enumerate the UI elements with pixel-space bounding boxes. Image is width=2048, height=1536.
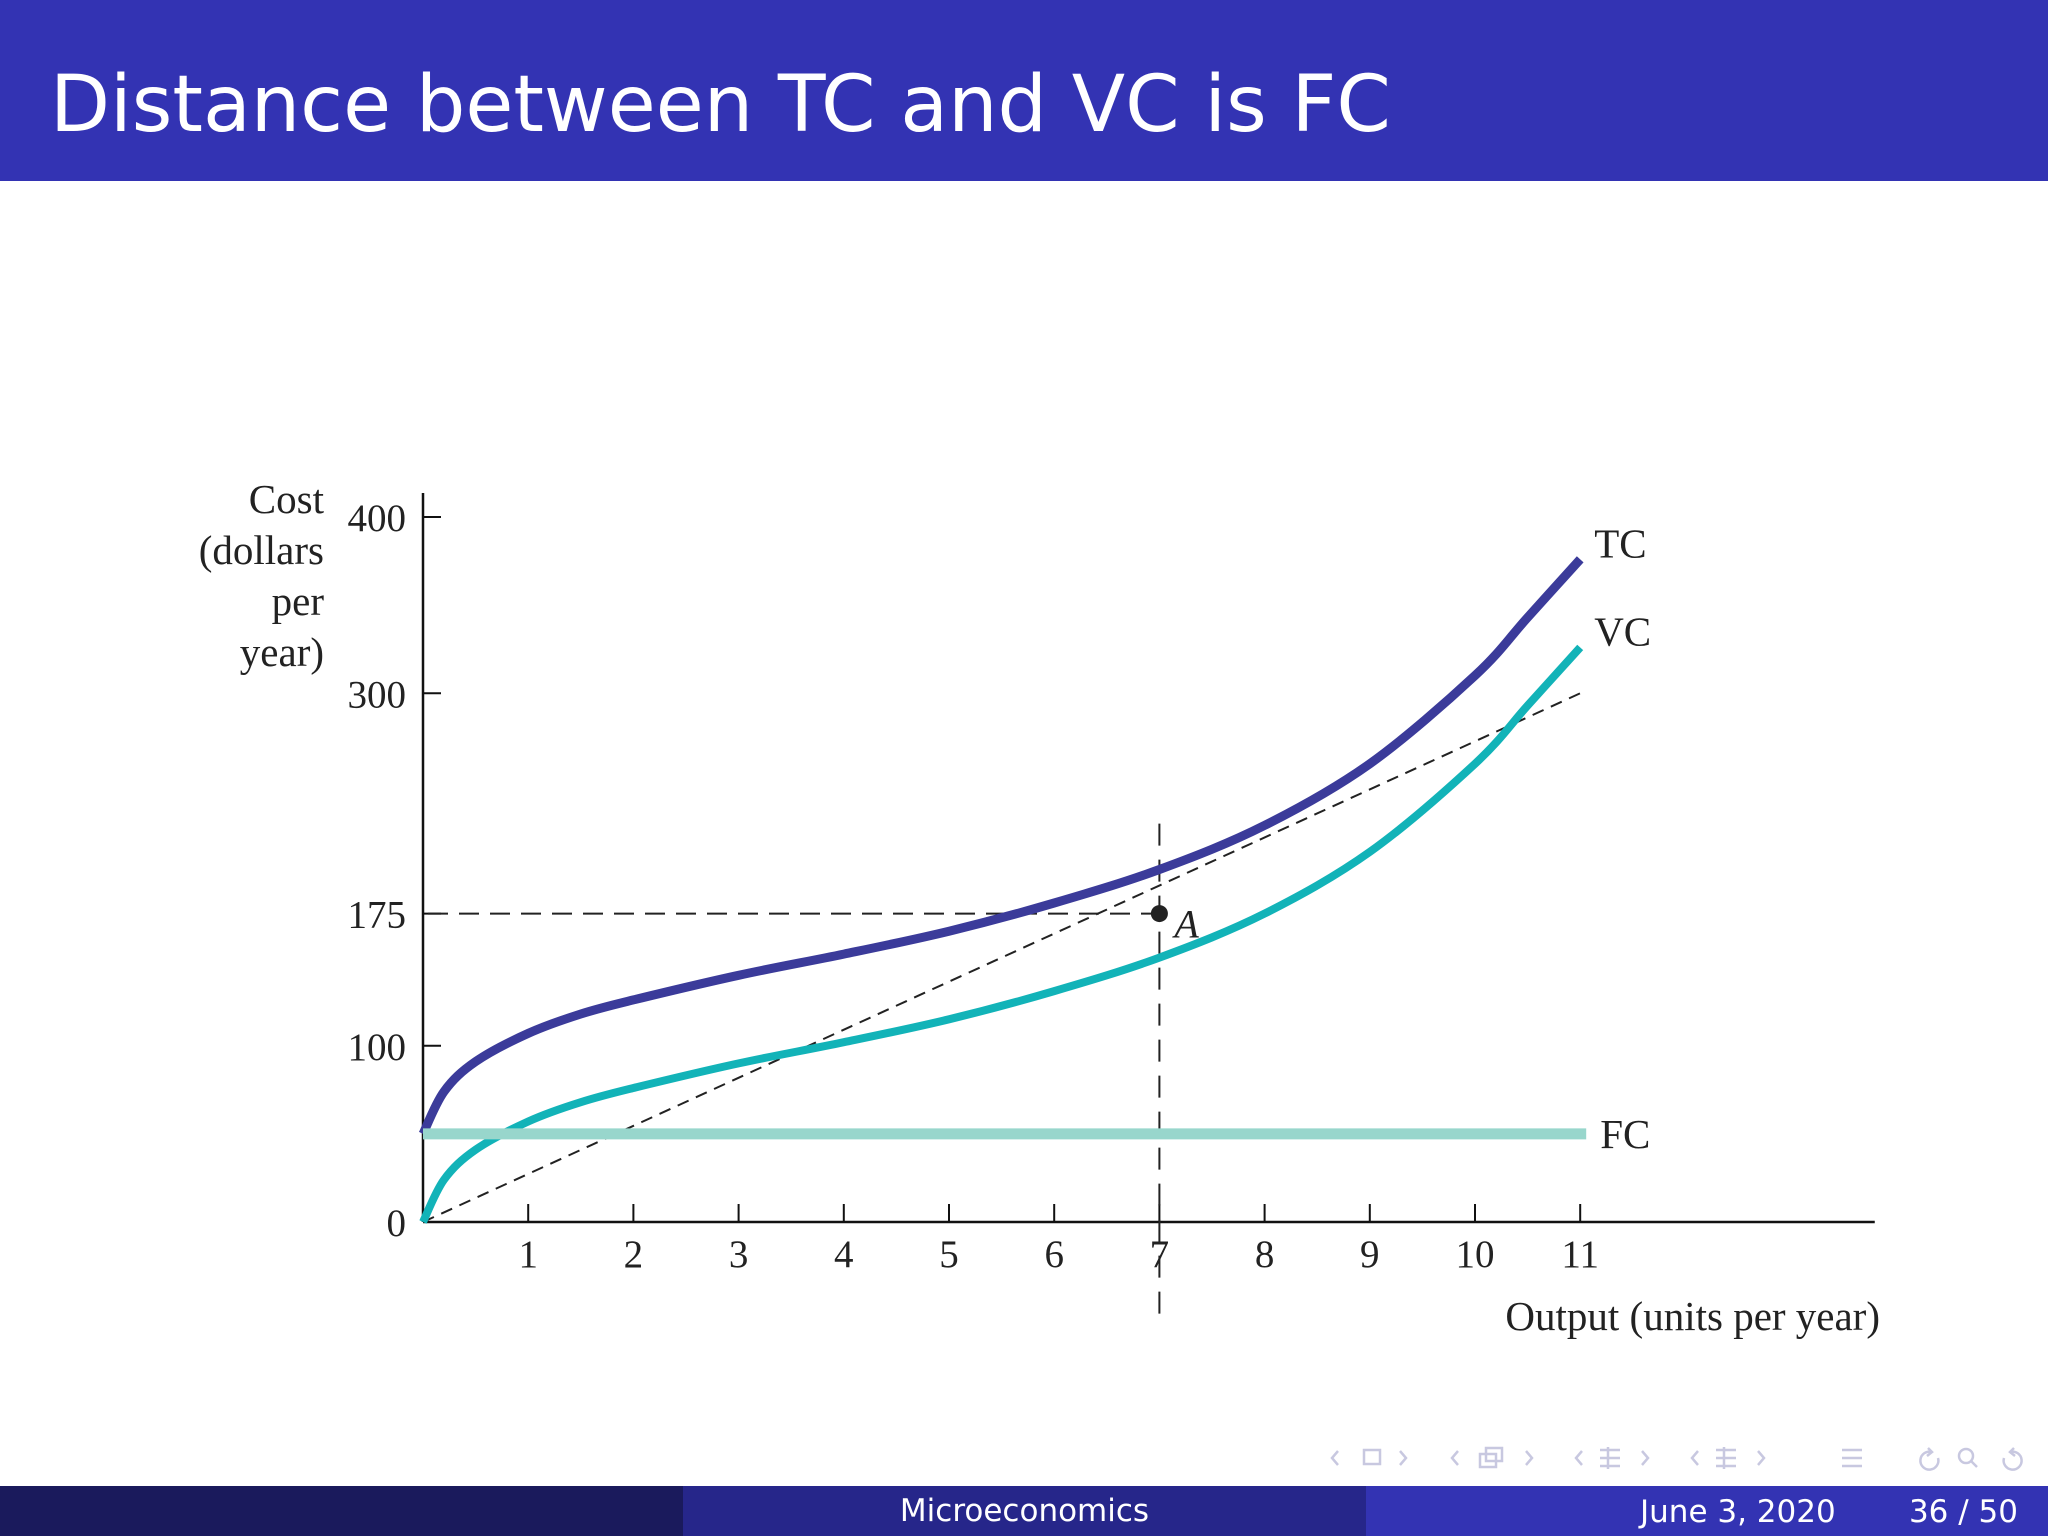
y-tick-label: 0 <box>387 1202 407 1245</box>
y-axis-label: year) <box>240 629 324 675</box>
footer-center-panel: Microeconomics <box>683 1486 1366 1536</box>
x-tick-label: 1 <box>518 1233 538 1276</box>
nav-section-icon[interactable] <box>1574 1447 1650 1469</box>
nav-document-icon[interactable] <box>1690 1447 1766 1469</box>
footer-page-number: 36 / 50 <box>1908 1494 2018 1530</box>
nav-search-icon[interactable] <box>1957 1447 1978 1468</box>
nav-back-icon[interactable] <box>1919 1447 1940 1471</box>
x-tick-label: 7 <box>1150 1233 1170 1276</box>
x-tick-label: 2 <box>624 1233 644 1276</box>
series-tc-line <box>418 556 1584 1136</box>
x-tick-label: 9 <box>1360 1233 1380 1276</box>
nav-subsection-icon[interactable] <box>1450 1446 1534 1469</box>
y-tick-label: 100 <box>348 1026 407 1069</box>
x-tick-label: 8 <box>1255 1233 1275 1276</box>
nav-slide-icon[interactable] <box>1362 1448 1382 1466</box>
nav-prev-arrow-icon[interactable] <box>1330 1450 1339 1466</box>
x-axis-label: Output (units per year) <box>1505 1293 1880 1339</box>
series-fc-label: FC <box>1600 1111 1650 1157</box>
y-axis-label: Cost <box>249 476 325 522</box>
x-tick-label: 5 <box>939 1233 959 1276</box>
footer-right-panel: June 3, 2020 36 / 50 <box>1366 1486 2048 1536</box>
slide-title: Distance between TC and VC is FC <box>50 60 1391 150</box>
y-axis-label: per <box>272 578 325 624</box>
nav-forward-icon[interactable] <box>2002 1447 2023 1471</box>
nav-frame-icon[interactable] <box>1330 1448 1408 1466</box>
title-bar <box>0 0 2048 181</box>
x-tick-label: 4 <box>834 1233 854 1276</box>
slide-footer: Microeconomics June 3, 2020 36 / 50 <box>0 1486 2048 1536</box>
footer-course-title: Microeconomics <box>899 1493 1150 1529</box>
y-tick-label: 175 <box>348 894 407 937</box>
series-vc-label: VC <box>1594 608 1651 654</box>
ray-from-origin-dashed <box>422 692 1581 1223</box>
y-axis-label: (dollars <box>199 527 324 573</box>
x-tick-label: 6 <box>1044 1233 1064 1276</box>
nav-menu-icon[interactable] <box>1842 1448 1862 1468</box>
x-tick-label: 3 <box>729 1233 749 1276</box>
y-tick-label: 400 <box>348 497 407 540</box>
footer-date: June 3, 2020 <box>1640 1494 1836 1530</box>
footer-left-panel <box>0 1486 683 1536</box>
point-a-label: A <box>1171 902 1199 947</box>
beamer-navigation-bar <box>1330 1446 2023 1471</box>
x-tick-label: 11 <box>1561 1233 1599 1276</box>
series-tc-label: TC <box>1594 520 1646 566</box>
y-tick-label: 300 <box>348 673 407 716</box>
series-vc-line <box>419 644 1584 1224</box>
x-tick-label: 10 <box>1456 1233 1495 1276</box>
nav-next-arrow-icon[interactable] <box>1399 1450 1408 1466</box>
point-a-marker <box>1150 905 1168 923</box>
